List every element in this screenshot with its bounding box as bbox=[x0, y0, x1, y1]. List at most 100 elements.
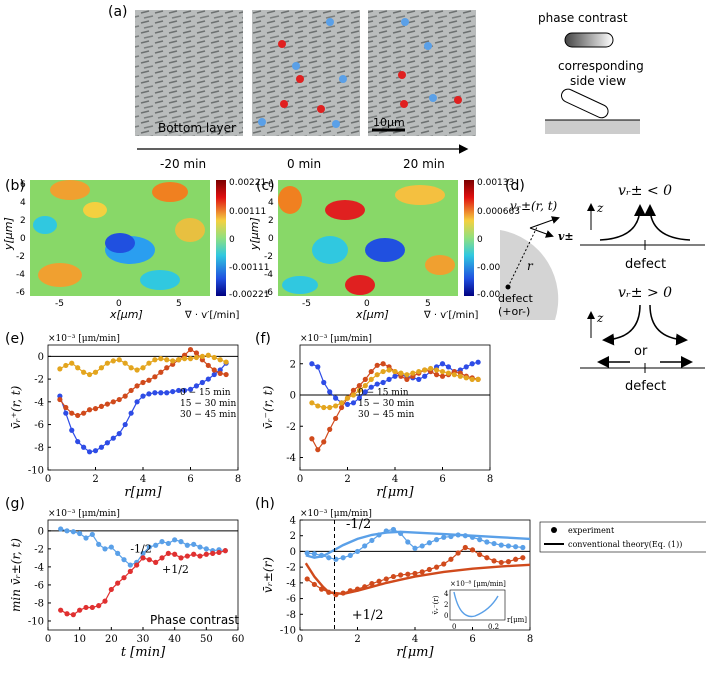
data-point bbox=[170, 388, 176, 395]
z-label-bottom: z bbox=[596, 311, 604, 325]
data-point bbox=[110, 399, 116, 405]
data-point bbox=[223, 359, 229, 365]
y-tick-label: -8 bbox=[34, 598, 44, 609]
x-axis-label: r[μm] bbox=[376, 485, 414, 500]
y-tick-label: 4 bbox=[290, 516, 296, 527]
data-point bbox=[127, 562, 133, 568]
z-label-top: z bbox=[596, 201, 604, 215]
y-tick-label: -8 bbox=[286, 610, 296, 621]
data-point bbox=[205, 376, 211, 382]
data-point bbox=[197, 553, 203, 559]
data-point bbox=[462, 544, 468, 551]
data-point bbox=[419, 543, 425, 549]
data-point bbox=[122, 393, 128, 399]
radius-line bbox=[507, 224, 539, 288]
data-point bbox=[187, 356, 194, 362]
defect-label-bottom: defect bbox=[625, 379, 666, 394]
series-line bbox=[307, 528, 523, 560]
data-point bbox=[75, 438, 81, 445]
data-point bbox=[86, 371, 93, 378]
data-point bbox=[309, 361, 315, 367]
x-axis-label: t [min] bbox=[121, 645, 166, 660]
axis-c-xlabel: x[μm] bbox=[355, 308, 389, 321]
data-point bbox=[75, 365, 81, 371]
x-tick-label: 30 bbox=[137, 634, 150, 645]
data-point bbox=[491, 558, 497, 564]
data-point bbox=[81, 410, 87, 416]
panel-d-letter: (d) bbox=[505, 178, 525, 194]
x-axis-label: r[μm] bbox=[124, 485, 162, 500]
data-point bbox=[63, 410, 69, 416]
data-point bbox=[457, 373, 463, 379]
defect-disc bbox=[500, 230, 559, 320]
y-tick-label: 2 bbox=[290, 359, 296, 370]
data-point bbox=[412, 570, 418, 577]
data-point bbox=[203, 546, 209, 552]
scale-bar-label: 10μm bbox=[373, 116, 405, 129]
data-point bbox=[211, 354, 217, 361]
data-point bbox=[441, 561, 447, 567]
data-point bbox=[81, 444, 87, 450]
data-point bbox=[469, 376, 475, 382]
substrate-block bbox=[545, 120, 640, 134]
data-point bbox=[426, 566, 432, 573]
y-axis-label: v̄ᵣ±(r) bbox=[261, 557, 275, 593]
axis-b-x-ticks: -5 0 5 bbox=[55, 299, 182, 309]
x-tick-label: 0 bbox=[45, 634, 51, 645]
y-tick-label: 0 bbox=[38, 352, 44, 363]
data-point bbox=[505, 559, 512, 565]
data-point bbox=[321, 379, 327, 386]
x-tick-label: 2 bbox=[354, 634, 360, 645]
data-point bbox=[390, 526, 397, 533]
exponent-label: ×10⁻³ [μm/min] bbox=[48, 334, 120, 344]
data-point bbox=[172, 537, 178, 543]
y-tick: 4 bbox=[268, 198, 274, 208]
cb-b-tick: 0.00111 bbox=[229, 207, 266, 217]
data-point bbox=[57, 366, 63, 372]
phase-contrast-annotation: Phase contrast bbox=[150, 613, 239, 627]
data-point bbox=[419, 569, 425, 575]
data-point bbox=[122, 421, 128, 428]
y-tick-label: -10 bbox=[28, 616, 44, 627]
data-point bbox=[368, 376, 374, 382]
y-tick: 2 bbox=[20, 216, 26, 226]
data-point bbox=[392, 368, 398, 375]
panel-a: (a) Bottom layer 10μm -20 min 0 min 20 m… bbox=[108, 4, 644, 171]
data-point bbox=[140, 379, 146, 386]
data-point bbox=[70, 612, 76, 618]
data-point bbox=[165, 540, 171, 547]
phase-contrast-rod-icon bbox=[564, 32, 614, 48]
cb-b-tick: 0.00221 bbox=[229, 178, 266, 188]
y-tick: 0 bbox=[20, 234, 26, 244]
data-point bbox=[368, 368, 374, 375]
data-point bbox=[146, 377, 152, 383]
data-point bbox=[445, 370, 452, 376]
data-point bbox=[304, 550, 310, 556]
legend-theory: conventional theory(Eq. (1)) bbox=[568, 540, 682, 549]
data-point bbox=[159, 539, 165, 545]
data-point bbox=[374, 372, 380, 378]
x-tick-label: 4 bbox=[392, 474, 398, 485]
data-point bbox=[205, 352, 211, 358]
series-label-plus: +1/2 bbox=[162, 563, 189, 576]
x-tick-label: 6 bbox=[187, 474, 193, 485]
data-point bbox=[354, 548, 361, 555]
data-point bbox=[398, 572, 404, 578]
data-point bbox=[463, 375, 469, 381]
data-point bbox=[69, 427, 75, 433]
chart-e: 0 2 4 6 8 0 -2 -4 -6 -8 -10 ×10⁻³ [μm/min] r[μm] v̄ᵣ⁺… bbox=[9, 334, 241, 500]
data-point bbox=[520, 544, 526, 551]
y-tick-label: 0 bbox=[38, 526, 44, 537]
flow-arrow-left bbox=[599, 204, 646, 241]
data-point bbox=[108, 586, 114, 593]
data-point bbox=[98, 403, 105, 409]
data-point bbox=[159, 555, 165, 561]
data-point bbox=[309, 400, 315, 406]
data-point bbox=[98, 444, 105, 450]
panel-h-letter: (h) bbox=[255, 496, 275, 512]
data-point bbox=[63, 404, 69, 411]
x-tick-label: 4 bbox=[412, 634, 418, 645]
axis-c-cblabel: ∇ · v′[/min] bbox=[423, 310, 479, 321]
data-point bbox=[338, 404, 345, 411]
axis-b-y-ticks: 6 4 2 0 -2 -4 -6 bbox=[16, 180, 26, 298]
